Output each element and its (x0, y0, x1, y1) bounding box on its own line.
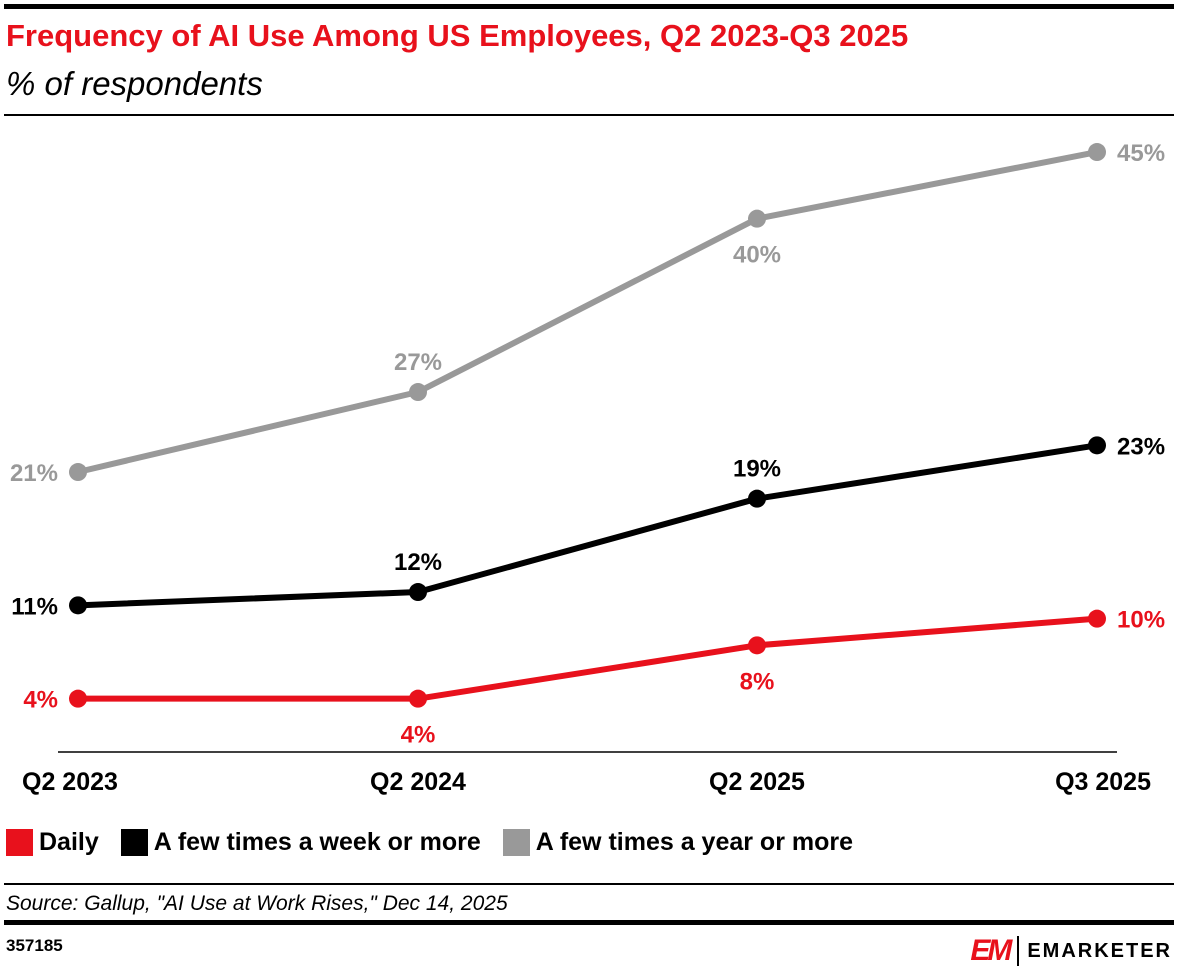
data-point (1088, 609, 1106, 628)
legend-swatch (6, 829, 33, 856)
data-label: 12% (394, 549, 442, 576)
chart-id: 357185 (6, 936, 63, 955)
top-bar (4, 4, 1174, 9)
logo-mark: EM (970, 934, 1012, 967)
x-tick-label: Q2 2023 (22, 768, 118, 796)
legend-label: A few times a year or more (535, 828, 854, 856)
data-label: 23% (1117, 433, 1165, 460)
legend-label: A few times a week or more (153, 828, 481, 856)
data-label: 19% (733, 456, 781, 483)
chart-subtitle: % of respondents (6, 65, 263, 102)
header-divider (4, 114, 1174, 116)
legend-swatch (502, 829, 530, 856)
logo-separator (1017, 936, 1020, 966)
logo-name: EMARKETER (1027, 939, 1172, 962)
emarketer-logo: EM EMARKETER (970, 934, 1172, 968)
legend-item-yearly: A few times a year or more (502, 828, 854, 857)
data-point (69, 596, 87, 615)
legend-label: Daily (39, 828, 99, 856)
data-label: 27% (394, 349, 442, 376)
source-note: Source: Gallup, "AI Use at Work Rises," … (6, 892, 508, 915)
data-point (748, 489, 766, 508)
data-point (409, 689, 427, 708)
data-label: 45% (1117, 140, 1165, 167)
data-label: 4% (23, 687, 58, 714)
legend: Daily A few times a week or more A few t… (6, 828, 853, 857)
footer-divider (4, 883, 1174, 885)
data-point (409, 383, 427, 402)
data-label: 40% (733, 242, 781, 269)
series-line (77, 442, 1098, 609)
data-point (748, 636, 766, 655)
data-label: 8% (740, 668, 775, 695)
data-label: 21% (10, 460, 58, 487)
data-label: 11% (11, 593, 58, 620)
legend-swatch (120, 829, 148, 856)
x-tick-label: Q2 2025 (709, 768, 805, 796)
data-point (1088, 436, 1106, 455)
data-point (748, 209, 766, 228)
legend-item-daily: Daily (6, 828, 99, 857)
line-chart: Q2 2023 Q2 2024 Q2 2025 Q3 2025 4% 4% 8% 10% 11%… (10, 140, 1165, 796)
series-line (77, 149, 1098, 475)
chart-title: Frequency of AI Use Among US Employees, … (6, 18, 909, 53)
data-point (69, 689, 87, 708)
data-point (69, 463, 87, 482)
data-label: 4% (401, 722, 436, 749)
x-tick-label: Q2 2024 (370, 768, 466, 796)
series-line (78, 615, 1098, 702)
data-point (1088, 143, 1106, 162)
data-point (409, 583, 427, 602)
legend-item-weekly: A few times a week or more (120, 828, 481, 857)
footer-bar (4, 920, 1174, 925)
data-label: 10% (1117, 607, 1165, 634)
x-tick-label: Q3 2025 (1055, 768, 1151, 796)
